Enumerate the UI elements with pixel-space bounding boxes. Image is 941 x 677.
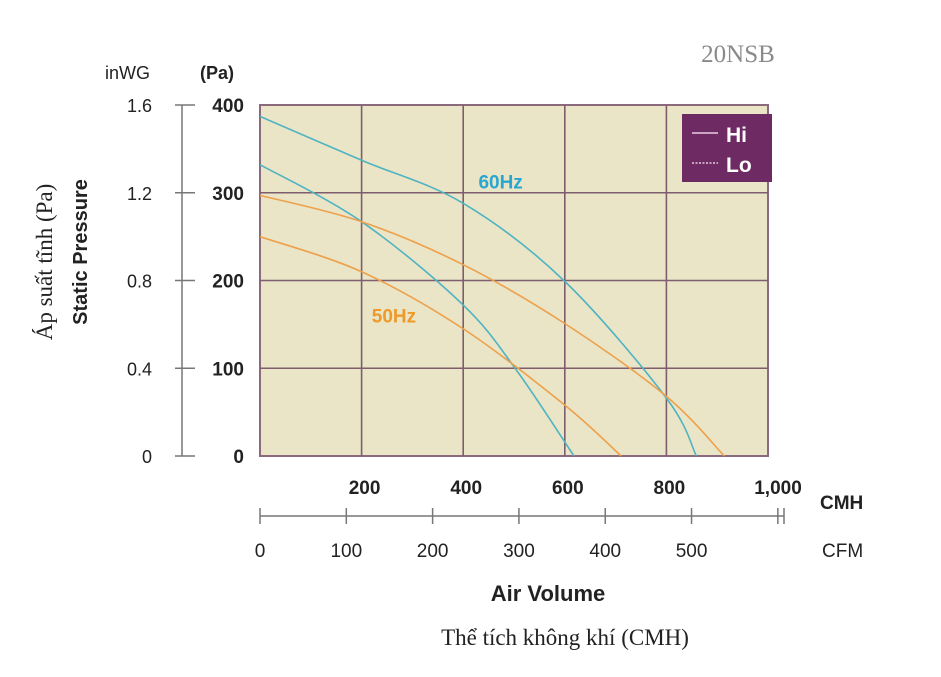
x-tick-label-cfm: 200 xyxy=(417,541,449,562)
y-axis-title-vi: Áp suất tĩnh (Pa) xyxy=(32,184,57,341)
y-tick-label-inwg: 1.2 xyxy=(127,184,152,204)
x-unit-label: CMH xyxy=(820,493,863,514)
y-tick-label-pa: 200 xyxy=(212,272,244,293)
series-line-50hz-lo xyxy=(259,235,622,457)
x-tick-label-cfm: 0 xyxy=(255,541,266,562)
series-line-60hz-hi xyxy=(259,115,698,457)
x-tick-label-cfm: 100 xyxy=(330,541,362,562)
x-tick-label-cfm: 400 xyxy=(589,541,621,562)
x-tick-label-cfm: 500 xyxy=(676,541,708,562)
series-line-50hz-hi xyxy=(259,194,725,457)
legend-box xyxy=(682,114,772,182)
y-tick-label-pa: 0 xyxy=(233,447,244,468)
y-tick-label-pa: 300 xyxy=(212,184,244,205)
x-tick-label-cmh: 800 xyxy=(654,478,686,499)
x-axis-title: Air Volume xyxy=(491,581,606,606)
y-tick-label-inwg: 1.6 xyxy=(127,96,152,116)
y2-unit-label: inWG xyxy=(105,63,150,83)
legend-label-lo: Lo xyxy=(726,154,752,177)
y-tick-label-inwg: 0 xyxy=(142,447,152,467)
x-axis-title-vi: Thể tích không khí (CMH) xyxy=(441,625,689,650)
x-tick-label-cmh: 200 xyxy=(349,478,381,499)
y-tick-label-inwg: 0.8 xyxy=(127,272,152,292)
legend-label-hi: Hi xyxy=(726,124,747,147)
y-tick-label-pa: 100 xyxy=(212,359,244,380)
x-tick-label-cmh: 600 xyxy=(552,478,584,499)
model-label: 20NSB xyxy=(701,41,775,68)
x-tick-label-cmh: 1,000 xyxy=(754,478,802,499)
y-unit-label: (Pa) xyxy=(200,63,234,83)
y-tick-label-pa: 400 xyxy=(212,96,244,117)
x2-unit-label: CFM xyxy=(822,541,863,562)
x-tick-label-cfm: 300 xyxy=(503,541,535,562)
x-tick-label-cmh: 400 xyxy=(450,478,482,499)
y-tick-label-inwg: 0.4 xyxy=(127,359,152,379)
annotation-label: 50Hz xyxy=(372,307,416,328)
annotation-label: 60Hz xyxy=(478,172,522,193)
series-line-60hz-lo xyxy=(259,163,575,457)
y-axis-title: Static Pressure xyxy=(70,179,92,325)
